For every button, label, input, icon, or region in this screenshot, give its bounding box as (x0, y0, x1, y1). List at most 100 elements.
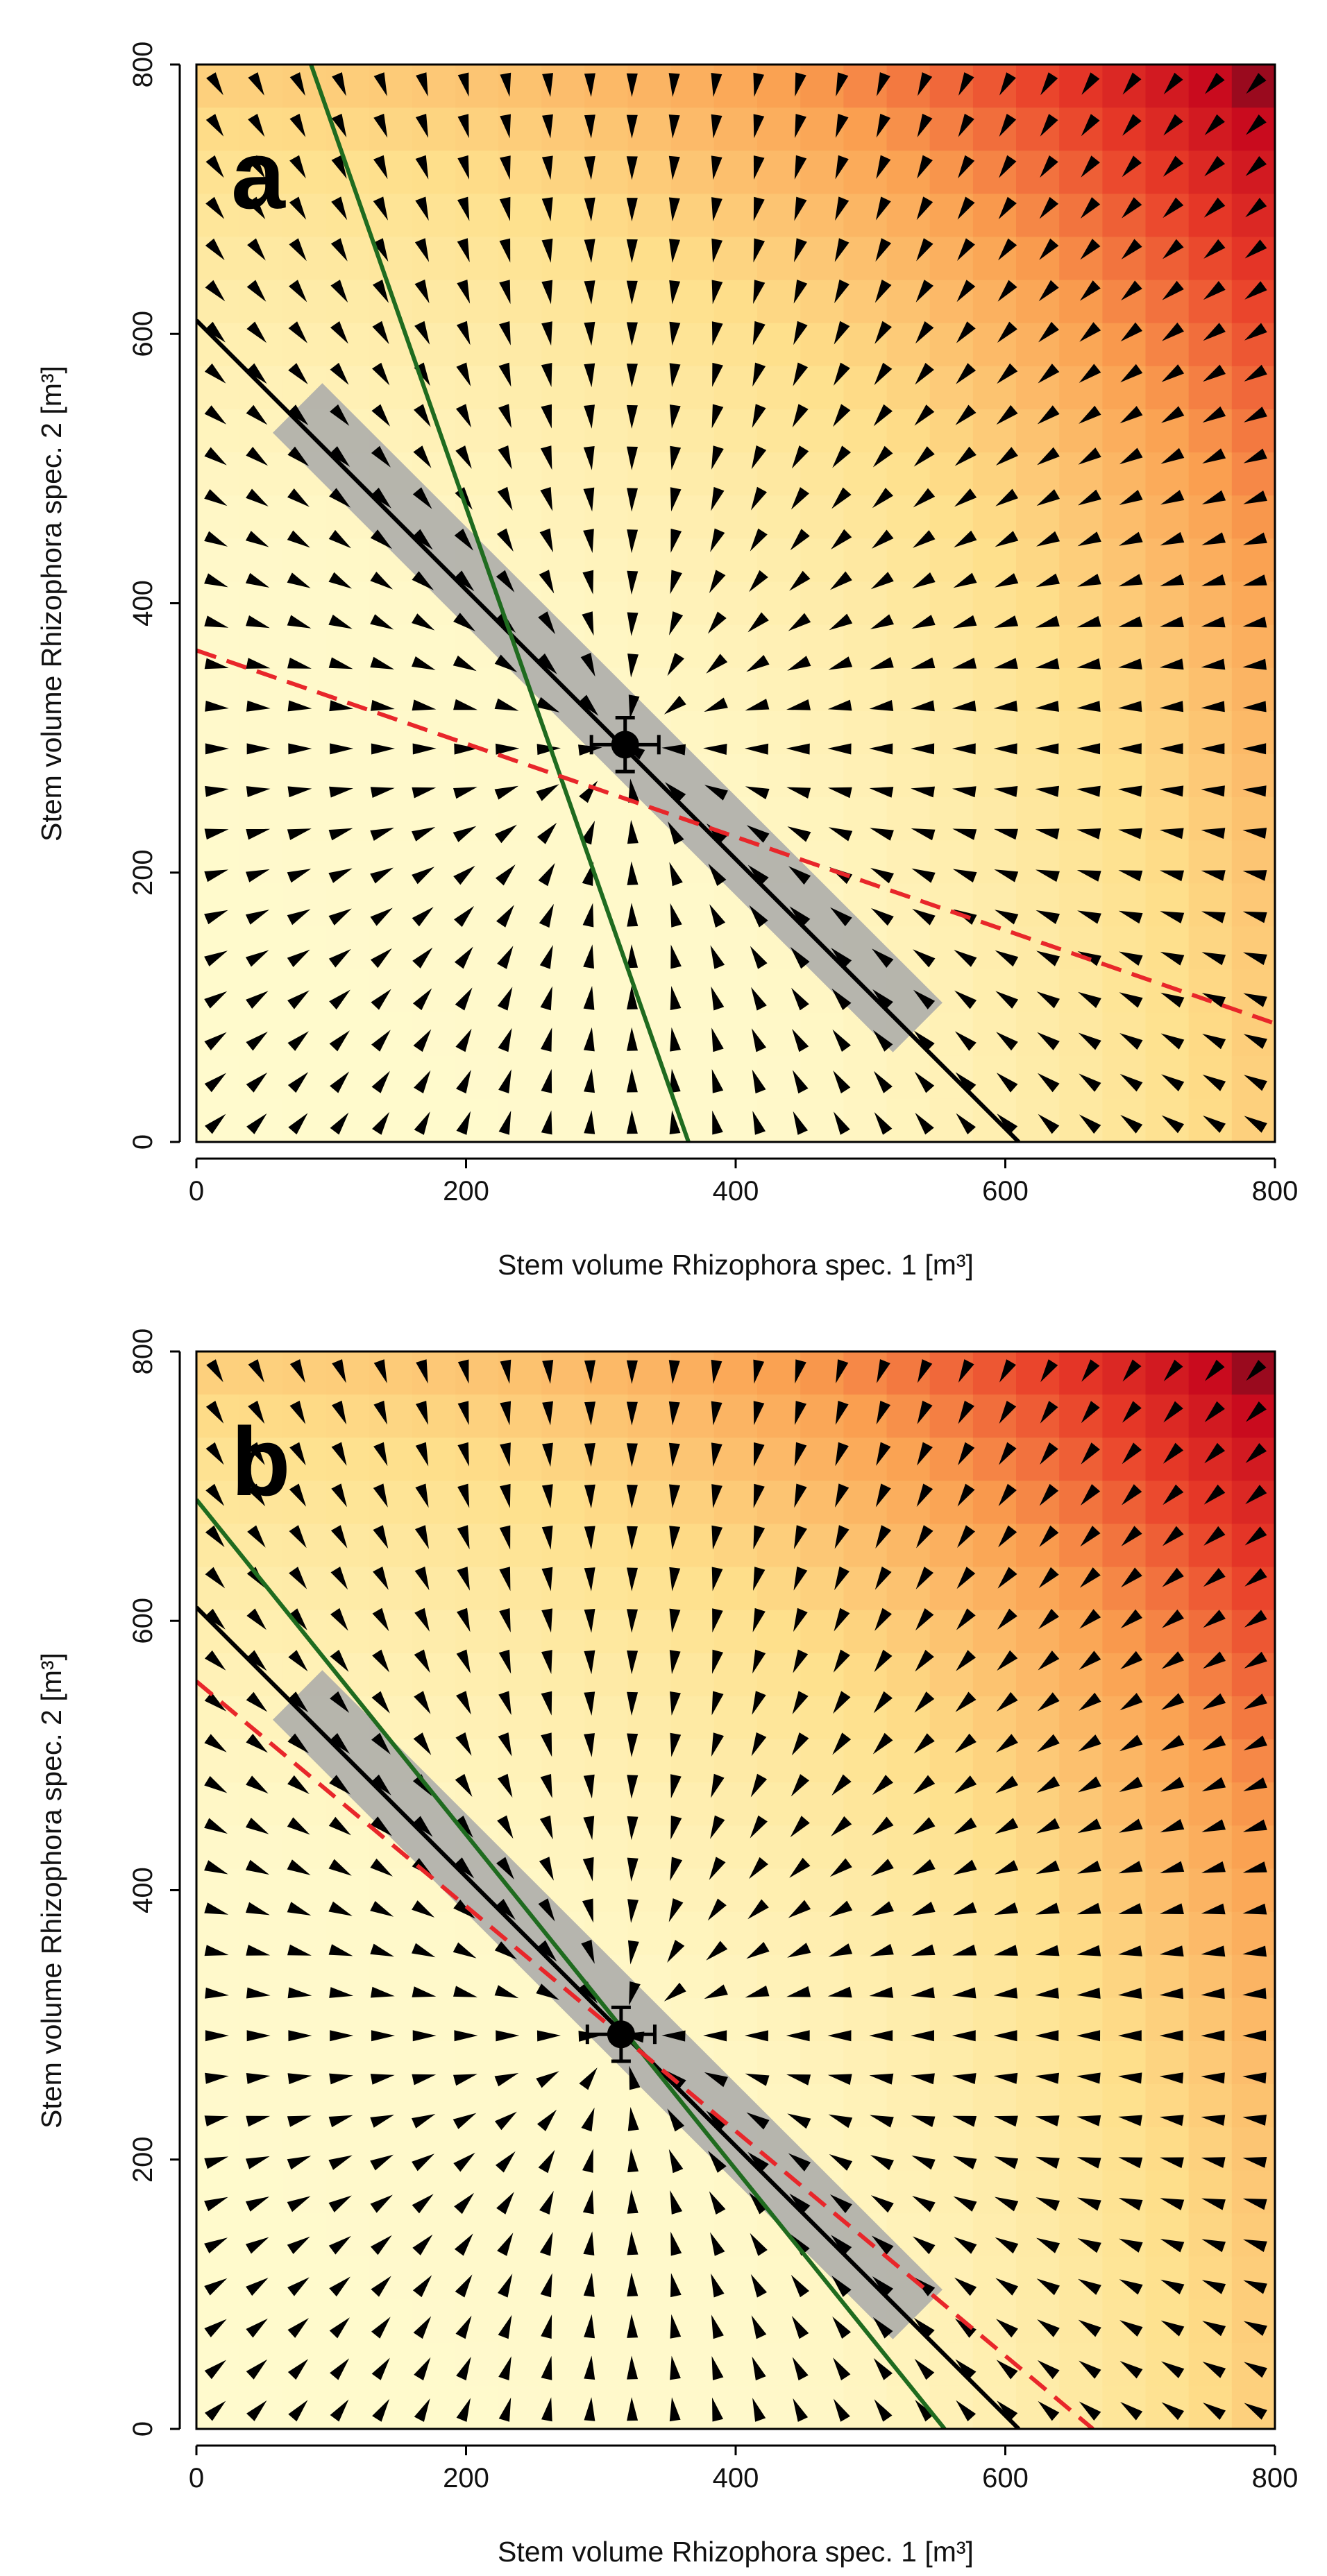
vector-arrow (871, 2235, 894, 2255)
heatmap-cell (282, 581, 327, 626)
heatmap-cell (713, 366, 759, 410)
vector-arrow (204, 489, 228, 506)
vector-arrow (831, 948, 852, 969)
vector-arrow (455, 404, 471, 428)
vector-arrow (911, 868, 936, 883)
vector-arrow (1038, 1073, 1060, 1093)
vector-arrow (541, 404, 552, 429)
vector-arrow (711, 321, 723, 346)
heatmap-cell (713, 65, 759, 109)
y-tick-label: 0 (128, 1134, 158, 1150)
vector-arrow (205, 1608, 226, 1630)
vector-arrow (670, 1732, 682, 1757)
vector-arrow (331, 1400, 347, 1425)
heatmap-cell (1188, 2170, 1233, 2215)
vector-arrow (414, 1691, 431, 1714)
vector-arrow (1080, 1484, 1101, 1505)
vector-arrow (1159, 701, 1184, 713)
vector-arrow (370, 2154, 394, 2171)
vector-arrow (1160, 1734, 1185, 1751)
vector-arrow (584, 1609, 595, 1633)
vector-arrow (204, 2278, 228, 2296)
vector-arrow (874, 1112, 893, 1135)
vector-arrow (539, 945, 553, 969)
vector-arrow (204, 1902, 229, 1915)
vector-arrow (999, 114, 1017, 137)
vector-arrow (542, 114, 553, 139)
vector-arrow (870, 828, 894, 841)
vector-arrow (541, 321, 552, 346)
vector-arrow (955, 1691, 977, 1712)
vector-arrow (1118, 870, 1143, 882)
vector-arrow (289, 155, 306, 179)
heatmap-cell (627, 2342, 672, 2387)
vector-arrow (328, 828, 353, 841)
vector-arrow (790, 2234, 810, 2256)
vector-arrow (711, 1359, 722, 1384)
vector-arrow (1201, 952, 1226, 966)
vector-arrow (711, 73, 722, 97)
heatmap-cell (196, 538, 241, 583)
heatmap-cell (972, 581, 1017, 626)
vector-arrow (500, 155, 511, 180)
vector-arrow (1202, 1074, 1226, 1091)
heatmap-cell (369, 2299, 413, 2344)
vector-arrow (412, 2275, 432, 2298)
vector-arrow (496, 2030, 520, 2042)
vector-arrow (1040, 114, 1058, 137)
panel-b-lines (196, 1498, 1094, 2429)
vector-arrow (911, 700, 935, 712)
vector-arrow (793, 1607, 808, 1632)
vector-arrow (669, 1650, 681, 1675)
heatmap-cell (627, 108, 672, 152)
vector-arrow (584, 1360, 595, 1384)
vector-arrow (1242, 2072, 1267, 2084)
vector-arrow (497, 987, 513, 1011)
vector-arrow (829, 2154, 853, 2171)
vector-arrow (788, 2153, 811, 2172)
heatmap-cell (239, 1911, 284, 1956)
vector-arrow (745, 2073, 770, 2086)
vector-arrow (1077, 574, 1101, 587)
heatmap-cell (282, 1438, 327, 1482)
heatmap-cell (1102, 2299, 1147, 2344)
vector-arrow (952, 2156, 977, 2169)
vector-arrow (875, 196, 891, 221)
vector-arrow (289, 1442, 306, 1466)
vector-arrow (247, 1483, 266, 1507)
vector-arrow (416, 1401, 428, 1425)
vector-arrow (627, 2355, 639, 2380)
vector-arrow (287, 786, 312, 798)
vector-arrow (913, 446, 935, 467)
vector-arrow (246, 1608, 267, 1630)
x-tick-label: 200 (443, 1176, 489, 1206)
vector-arrow (711, 1691, 724, 1716)
vector-arrow (331, 1483, 347, 1508)
vector-arrow (584, 1110, 595, 1134)
vector-arrow (875, 238, 892, 262)
vector-arrow (204, 1818, 228, 1834)
vector-arrow (752, 1649, 766, 1674)
vector-arrow (246, 828, 271, 840)
vector-arrow (954, 2237, 977, 2254)
vector-arrow (835, 196, 850, 221)
vector-arrow (994, 2156, 1019, 2169)
vector-arrow (496, 2192, 514, 2215)
heatmap-cell (1145, 1524, 1190, 1568)
vector-arrow (373, 113, 388, 138)
vector-arrow (248, 1400, 265, 1424)
vector-arrow (246, 2318, 268, 2338)
heatmap-cell (196, 581, 241, 626)
vector-arrow (747, 612, 769, 633)
vector-arrow (954, 1733, 977, 1753)
vector-arrow (494, 824, 517, 844)
vector-arrow (1122, 1442, 1142, 1465)
heatmap-cell (627, 1696, 672, 1741)
heatmap-cell (929, 926, 974, 971)
vector-arrow (371, 743, 395, 755)
vector-arrow (911, 657, 936, 669)
vector-arrow (287, 572, 311, 588)
vector-arrow (1242, 1988, 1267, 1999)
vector-arrow (1203, 1526, 1226, 1546)
vector-arrow (1163, 1442, 1184, 1464)
